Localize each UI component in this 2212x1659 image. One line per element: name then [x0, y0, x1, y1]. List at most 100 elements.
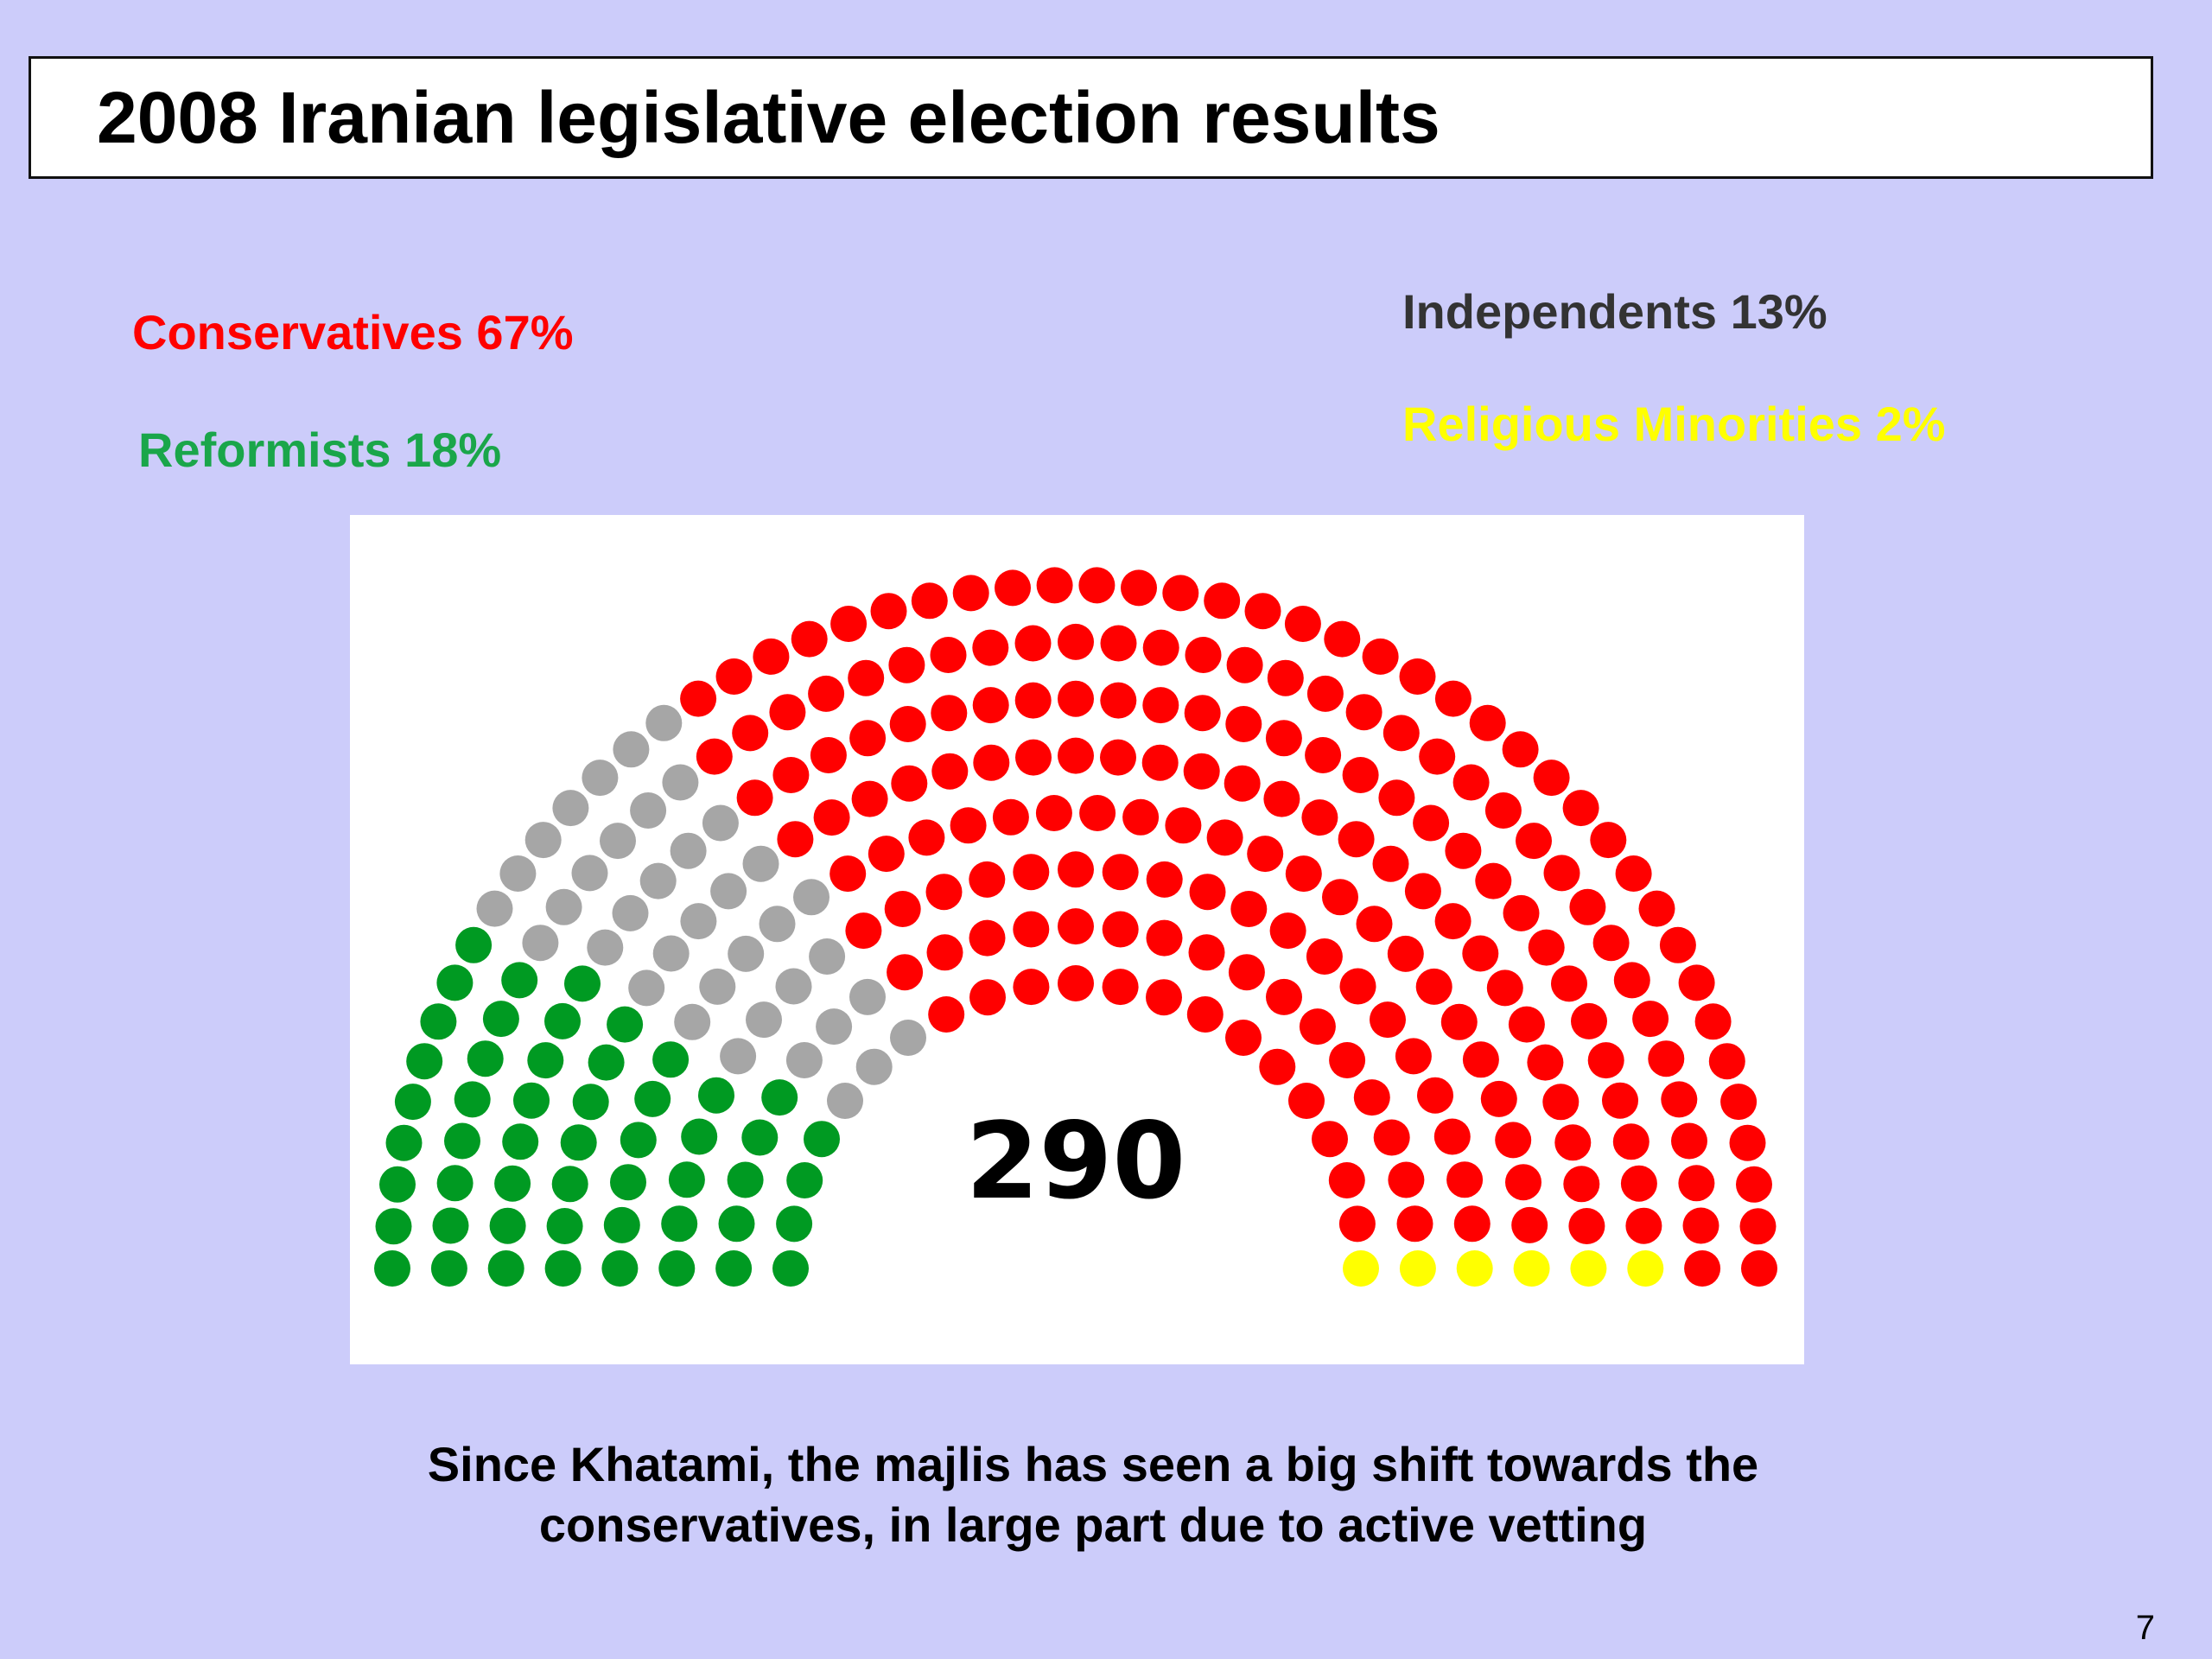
- seat-reformists: [544, 1002, 581, 1039]
- seat-conservatives: [931, 695, 968, 732]
- seat-conservatives: [851, 780, 888, 817]
- seat-conservatives: [1165, 807, 1202, 844]
- seat-reformists: [467, 1040, 504, 1077]
- seat-reformists: [454, 1081, 491, 1118]
- seat-conservatives: [1516, 823, 1552, 860]
- seat-reformists: [658, 1250, 696, 1287]
- seat-independents: [759, 906, 796, 943]
- seat-conservatives: [1269, 912, 1306, 950]
- seat-reformists: [727, 1161, 764, 1198]
- seat-conservatives: [908, 819, 945, 856]
- seat-reformists: [634, 1080, 671, 1117]
- seat-conservatives: [1613, 962, 1650, 999]
- seat-conservatives: [1225, 706, 1262, 742]
- seat-conservatives: [1505, 1164, 1541, 1201]
- seat-conservatives: [1739, 1208, 1777, 1245]
- seat-reformists: [620, 1122, 657, 1159]
- seat-conservatives: [1035, 795, 1072, 831]
- seat-religious-minorities: [1513, 1250, 1550, 1287]
- seat-conservatives: [1446, 1161, 1484, 1198]
- seat-conservatives: [1395, 1038, 1432, 1075]
- seat-conservatives: [1388, 1161, 1425, 1198]
- seat-conservatives: [969, 861, 1006, 898]
- seat-conservatives: [769, 694, 806, 731]
- seat-conservatives: [1445, 832, 1482, 869]
- legend-conservatives: Conservatives 67%: [132, 305, 574, 359]
- seat-conservatives: [1678, 964, 1715, 1001]
- seat-conservatives: [1708, 1043, 1745, 1080]
- seat-conservatives: [1543, 855, 1580, 892]
- seat-independents: [600, 823, 636, 860]
- total-seats-label: 290: [966, 1100, 1186, 1223]
- seat-conservatives: [1324, 620, 1361, 658]
- seat-conservatives: [1013, 969, 1050, 1006]
- seat-conservatives: [1228, 954, 1265, 991]
- seat-conservatives: [1484, 792, 1522, 829]
- seat-conservatives: [1146, 861, 1183, 898]
- seat-conservatives: [1638, 890, 1675, 927]
- seat-reformists: [560, 1124, 597, 1161]
- seat-conservatives: [1356, 906, 1393, 943]
- seat-conservatives: [1265, 720, 1302, 757]
- seat-conservatives: [1592, 925, 1630, 962]
- seat-reformists: [375, 1208, 412, 1245]
- seat-conservatives: [1659, 926, 1696, 963]
- seat-reformists: [761, 1079, 798, 1116]
- seat-independents: [612, 894, 649, 931]
- seat-reformists: [513, 1082, 550, 1119]
- seat-conservatives: [1362, 638, 1399, 675]
- seat-reformists: [455, 926, 493, 963]
- seat-conservatives: [925, 874, 963, 911]
- seat-independents: [630, 792, 667, 829]
- seat-conservatives: [845, 912, 882, 950]
- seat-reformists: [444, 1122, 480, 1160]
- seat-reformists: [668, 1161, 705, 1198]
- seat-conservatives: [732, 715, 769, 752]
- seat-conservatives: [1495, 1122, 1532, 1159]
- seat-conservatives: [1462, 1041, 1499, 1078]
- seat-reformists: [715, 1250, 753, 1287]
- seat-conservatives: [1342, 757, 1379, 793]
- seat-conservatives: [888, 646, 925, 683]
- seat-conservatives: [1486, 969, 1523, 1007]
- seat-conservatives: [1100, 739, 1136, 776]
- seat-conservatives: [1419, 738, 1456, 775]
- seat-conservatives: [1602, 1082, 1638, 1119]
- seat-conservatives: [1312, 1121, 1348, 1158]
- seat-conservatives: [1322, 879, 1358, 916]
- seat-conservatives: [1058, 851, 1094, 888]
- seat-conservatives: [870, 593, 907, 630]
- seat-conservatives: [1162, 575, 1199, 612]
- seat-conservatives: [1678, 1165, 1715, 1202]
- seat-conservatives: [1661, 1081, 1698, 1118]
- seat-independents: [793, 879, 830, 916]
- seat-independents: [785, 1042, 823, 1078]
- seat-conservatives: [1247, 836, 1284, 873]
- seat-conservatives: [1305, 737, 1342, 773]
- seat-conservatives: [1100, 625, 1137, 662]
- seat-conservatives: [1013, 854, 1050, 891]
- seat-independents: [524, 822, 562, 859]
- seat-reformists: [489, 1207, 526, 1244]
- seat-conservatives: [1013, 911, 1050, 948]
- seat-conservatives: [1100, 682, 1137, 719]
- caption-line-2: conservatives, in large part due to acti…: [538, 1497, 1648, 1552]
- seat-conservatives: [1373, 1119, 1410, 1156]
- seat-reformists: [588, 1044, 625, 1081]
- seat-conservatives: [1404, 873, 1441, 910]
- seat-conservatives: [1036, 567, 1073, 604]
- seat-conservatives: [1590, 822, 1627, 859]
- seat-conservatives: [1433, 1118, 1471, 1155]
- seat-conservatives: [1186, 996, 1224, 1033]
- seat-conservatives: [1230, 891, 1268, 927]
- seat-religious-minorities: [1570, 1250, 1607, 1287]
- seat-reformists: [741, 1119, 779, 1156]
- seat-conservatives: [1434, 903, 1471, 940]
- seat-conservatives: [1469, 704, 1506, 741]
- seat-conservatives: [1102, 911, 1139, 948]
- seat-independents: [855, 1048, 893, 1085]
- seat-conservatives: [1015, 739, 1052, 776]
- seat-reformists: [406, 1043, 443, 1080]
- seat-reformists: [610, 1164, 646, 1201]
- seat-reformists: [607, 1006, 644, 1043]
